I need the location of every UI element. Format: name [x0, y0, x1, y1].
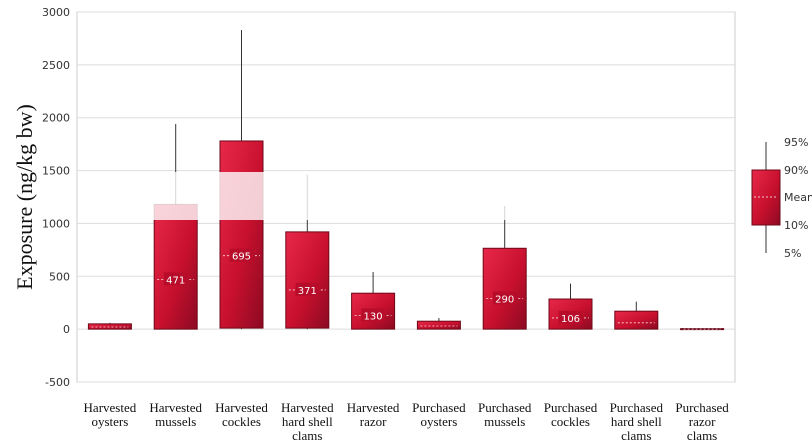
x-category-line: Purchased [412, 400, 466, 415]
x-category-line: razor [689, 414, 716, 429]
x-category-line: Purchased [675, 400, 729, 415]
box-9 [680, 328, 725, 331]
data-label: 106 [561, 314, 580, 325]
box-rect [153, 203, 198, 330]
data-label-bg [361, 308, 385, 322]
y-tick-label: 1000 [42, 217, 70, 230]
y-tick-label: 0 [63, 323, 70, 336]
legend-label: 5% [784, 247, 801, 260]
data-label-bg [492, 291, 517, 305]
y-tick-label: -500 [45, 376, 70, 389]
box-0 [87, 322, 132, 330]
box-8 [614, 301, 659, 330]
box-rect [285, 231, 330, 329]
x-category-line: Harvested [347, 400, 400, 415]
box-rect [680, 328, 725, 331]
y-axis-label: Exposure (ng/kg bw) [12, 104, 37, 290]
x-category-label: Purchased mussels [478, 400, 532, 429]
x-category-label: Harvested oysters [84, 400, 137, 429]
box-rect [416, 320, 461, 330]
data-label-bg [229, 248, 254, 262]
x-category-line: clams [621, 428, 651, 443]
x-category-label: Harvested mussels [149, 400, 202, 429]
data-label: 695 [232, 252, 251, 263]
x-category-line: mussels [155, 414, 196, 429]
legend-label: 90% [784, 164, 808, 177]
x-category-line: cockles [222, 414, 261, 429]
x-category-line: oysters [91, 414, 128, 429]
data-label-bg [558, 310, 583, 324]
x-category-line: Purchased [544, 400, 598, 415]
data-label-bg [163, 272, 188, 286]
x-category-label: Harvested razor [347, 400, 400, 429]
y-tick-label: 500 [49, 270, 70, 283]
x-category-line: oysters [420, 414, 457, 429]
box-rect [482, 247, 527, 330]
legend-label: Mean [784, 191, 812, 204]
box-3 [285, 174, 330, 330]
y-tick-label: 2000 [42, 112, 70, 125]
x-category-line: Harvested [84, 400, 137, 415]
x-category-line: clams [292, 428, 322, 443]
x-category-line: hard shell [282, 414, 333, 429]
data-label: 371 [298, 286, 317, 297]
x-category-line: Purchased [478, 400, 532, 415]
legend-box [751, 169, 781, 226]
data-label-bg [295, 282, 320, 296]
y-tick-label: 3000 [42, 6, 70, 19]
y-tick-label: 1500 [42, 165, 70, 178]
x-category-line: cockles [551, 414, 590, 429]
x-category-line: hard shell [611, 414, 662, 429]
legend-label: 10% [784, 219, 808, 232]
box-6 [482, 205, 527, 330]
data-label: 471 [166, 275, 185, 286]
x-category-label: Harvested hard shell clams [281, 400, 334, 443]
x-category-line: mussels [484, 414, 525, 429]
x-category-line: Harvested [215, 400, 268, 415]
data-label: 290 [495, 294, 514, 305]
x-category-label: Purchased razor clams [675, 400, 729, 443]
x-category-line: Purchased [610, 400, 664, 415]
x-category-label: Purchased hard shell clams [610, 400, 664, 443]
x-category-line: razor [360, 414, 387, 429]
box-rect [614, 310, 659, 330]
box-rect [87, 323, 132, 330]
x-category-line: clams [687, 428, 717, 443]
highlight-band [78, 172, 522, 220]
x-category-label: Purchased oysters [412, 400, 466, 429]
legend: 95% 90% Mean 10% 5% [751, 136, 812, 260]
data-label: 130 [364, 311, 383, 322]
box-5 [416, 318, 461, 330]
x-category-line: Harvested [281, 400, 334, 415]
box-1 [153, 124, 198, 330]
x-category-label: Purchased cockles [544, 400, 598, 429]
box-rect [219, 140, 264, 329]
legend-label: 95% [784, 136, 808, 149]
x-category-line: Harvested [149, 400, 202, 415]
y-tick-label: 2500 [42, 59, 70, 72]
x-category-label: Harvested cockles [215, 400, 268, 429]
